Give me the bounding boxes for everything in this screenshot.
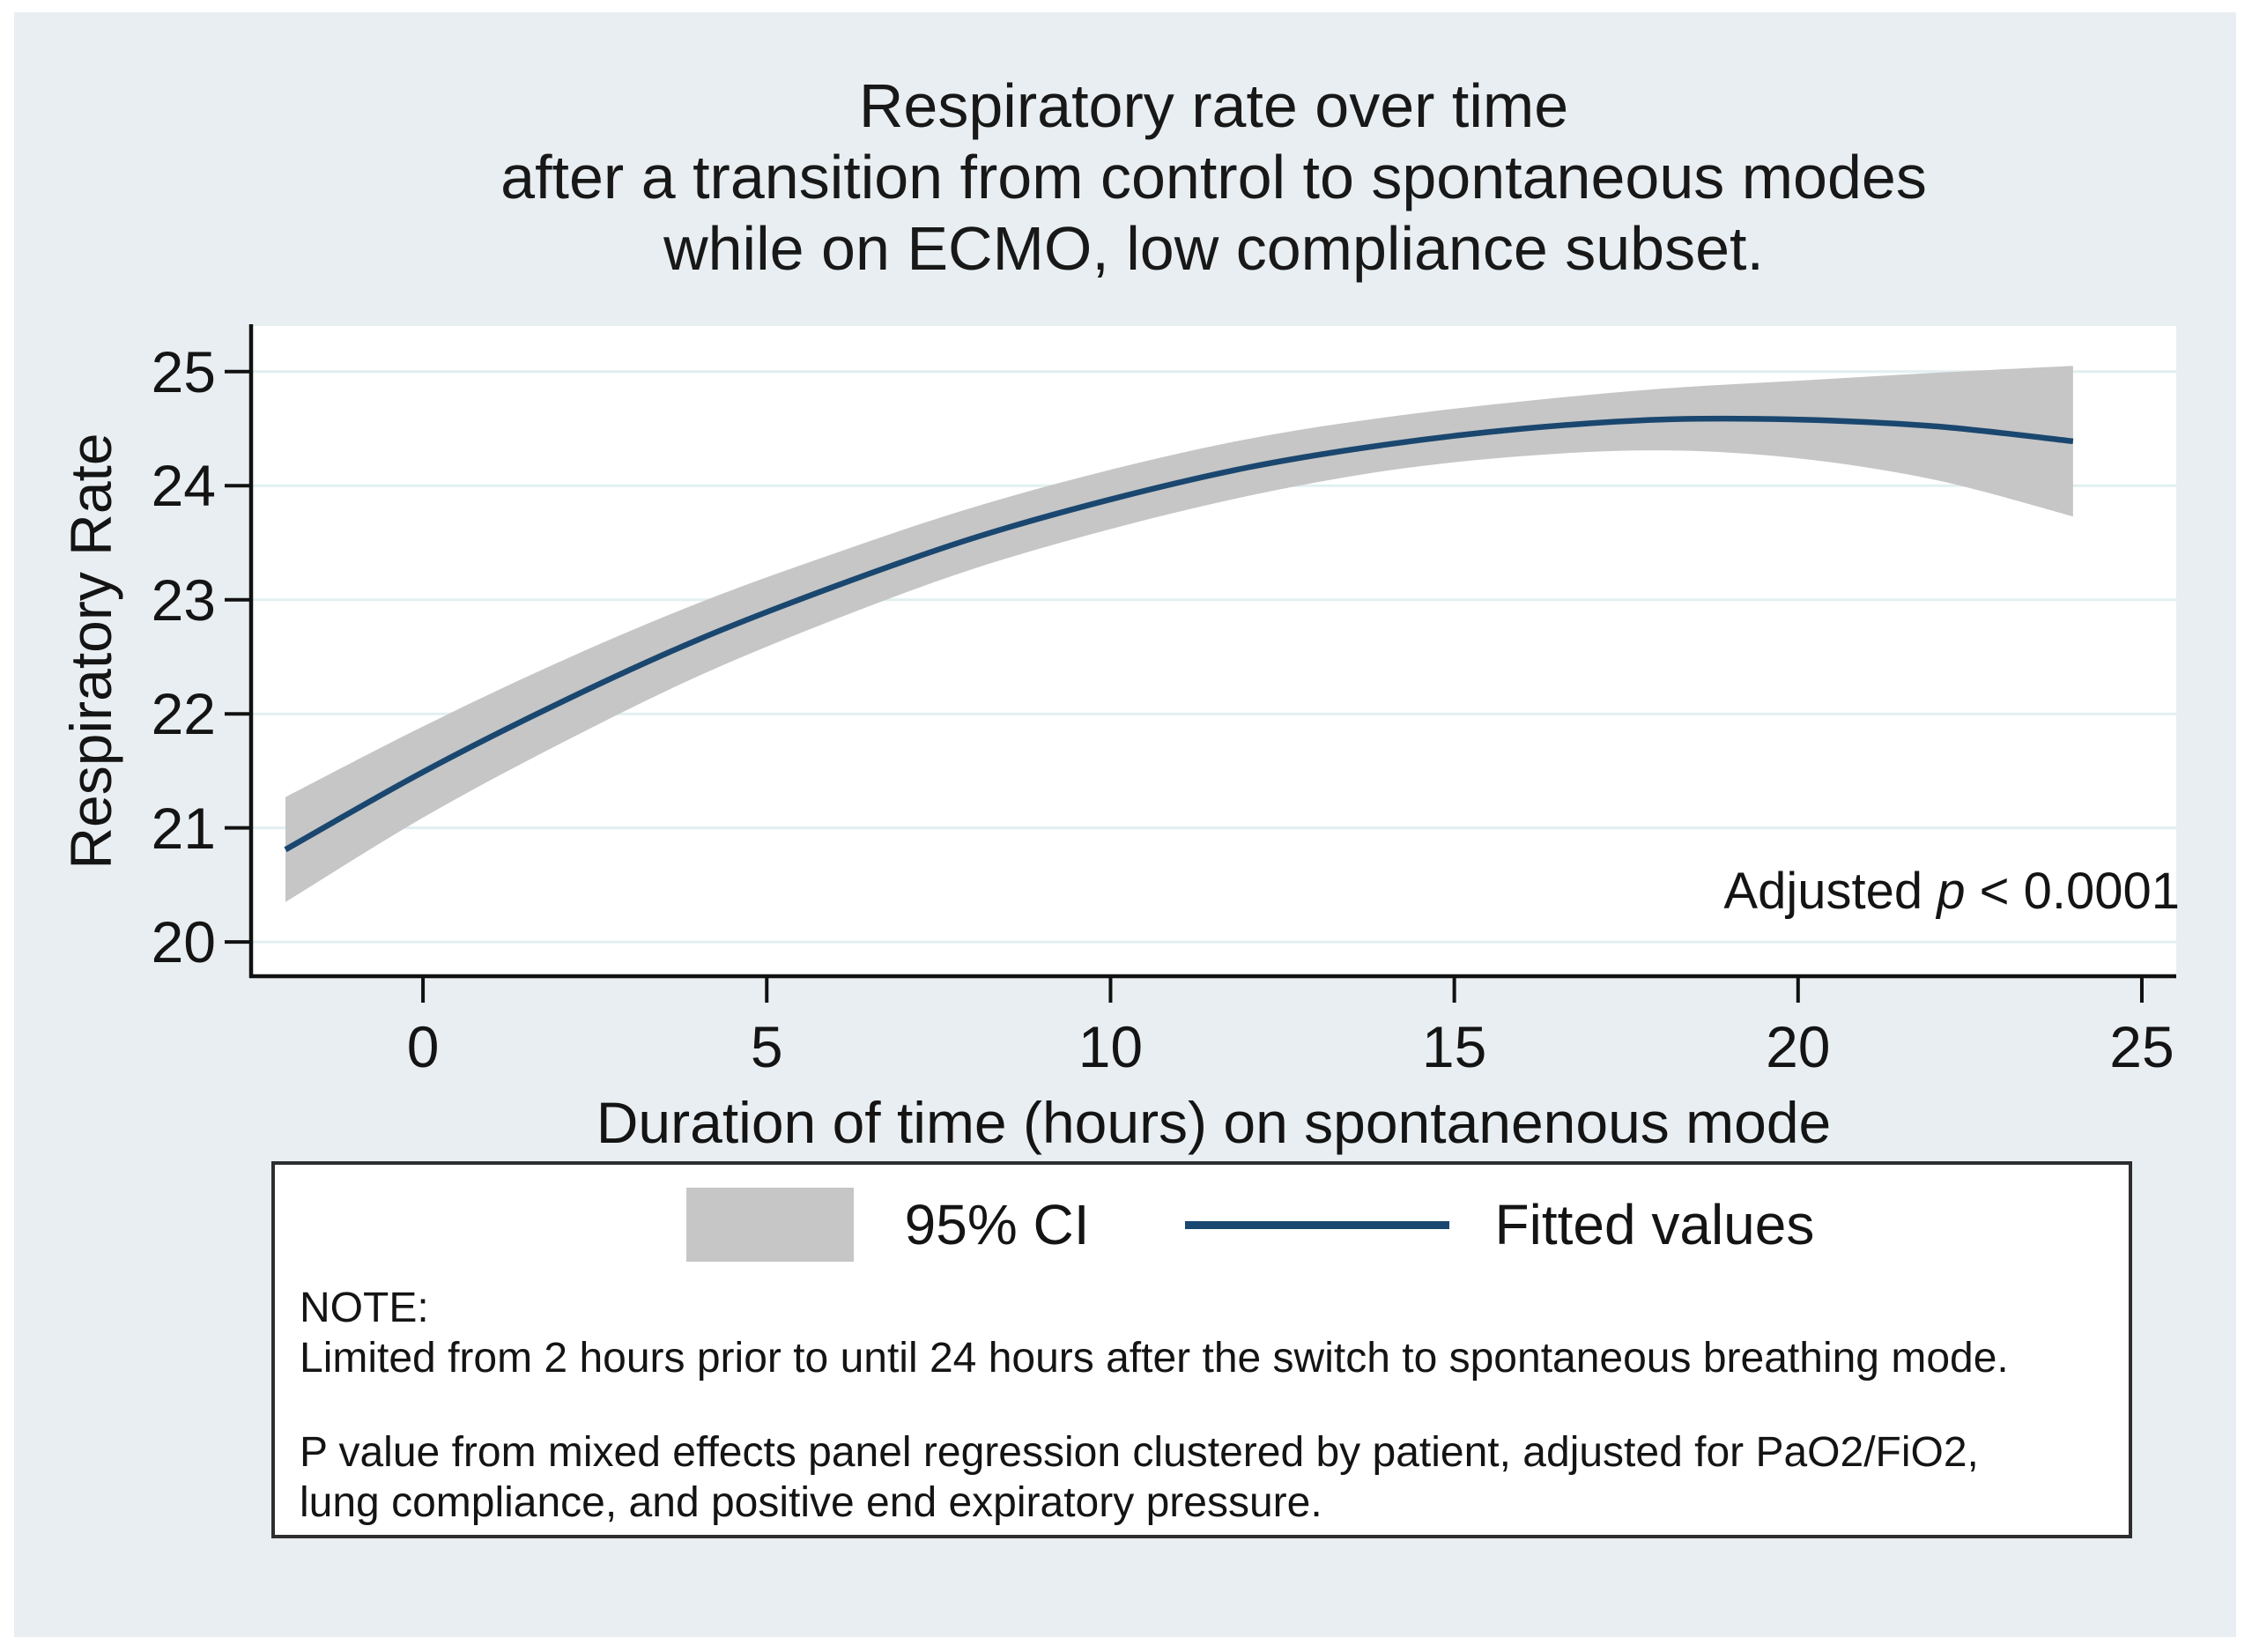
chart-title-line2: after a transition from control to spont… — [500, 143, 1927, 211]
x-tick-label: 20 — [1766, 1014, 1831, 1079]
ci-band — [285, 366, 2073, 902]
y-tick-label: 23 — [151, 567, 216, 633]
chart-title-line3: while on ECMO, low compliance subset. — [663, 214, 1764, 283]
x-tick-label: 25 — [2109, 1014, 2174, 1079]
y-tick-label: 22 — [151, 681, 216, 747]
x-tick-label: 0 — [406, 1014, 440, 1079]
note-heading: NOTE: — [300, 1285, 429, 1331]
fitted-line-swatch — [1184, 1220, 1449, 1229]
y-tick-label: 20 — [151, 909, 216, 975]
x-axis-title: Duration of time (hours) on spontanenous… — [596, 1090, 1832, 1155]
note-line-2: P value from mixed effects panel regress… — [300, 1429, 1979, 1476]
x-tick-label: 5 — [750, 1014, 783, 1079]
annotation-prefix: Adjusted — [1723, 863, 1937, 920]
note-line-1: Limited from 2 hours prior to until 24 h… — [300, 1335, 2009, 1382]
note-line-3: lung compliance, and positive end expira… — [300, 1479, 1322, 1526]
x-tick-label: 10 — [1078, 1014, 1144, 1079]
y-tick-label: 25 — [151, 338, 216, 404]
annotation-p-symbol: p — [1937, 863, 1966, 920]
fitted-legend-label: Fitted values — [1494, 1193, 1815, 1256]
legend-note-box: 95% CI Fitted values NOTE: Limited from … — [271, 1161, 2132, 1538]
y-tick-label: 21 — [151, 795, 216, 861]
chart-title-line1: Respiratory rate over time — [858, 71, 1569, 140]
p-value-annotation: Adjusted p < 0.0001 — [1723, 862, 2180, 921]
legend: 95% CI Fitted values — [300, 1188, 2104, 1262]
annotation-value: < 0.0001 — [1965, 863, 2180, 920]
ci-band-swatch — [685, 1188, 854, 1262]
ci-legend-label: 95% CI — [904, 1193, 1090, 1256]
fitted-line — [284, 415, 2074, 853]
chart-title: Respiratory rate over time after a trans… — [251, 70, 2176, 285]
x-tick-label: 15 — [1421, 1014, 1487, 1079]
y-tick-label: 24 — [151, 453, 216, 519]
